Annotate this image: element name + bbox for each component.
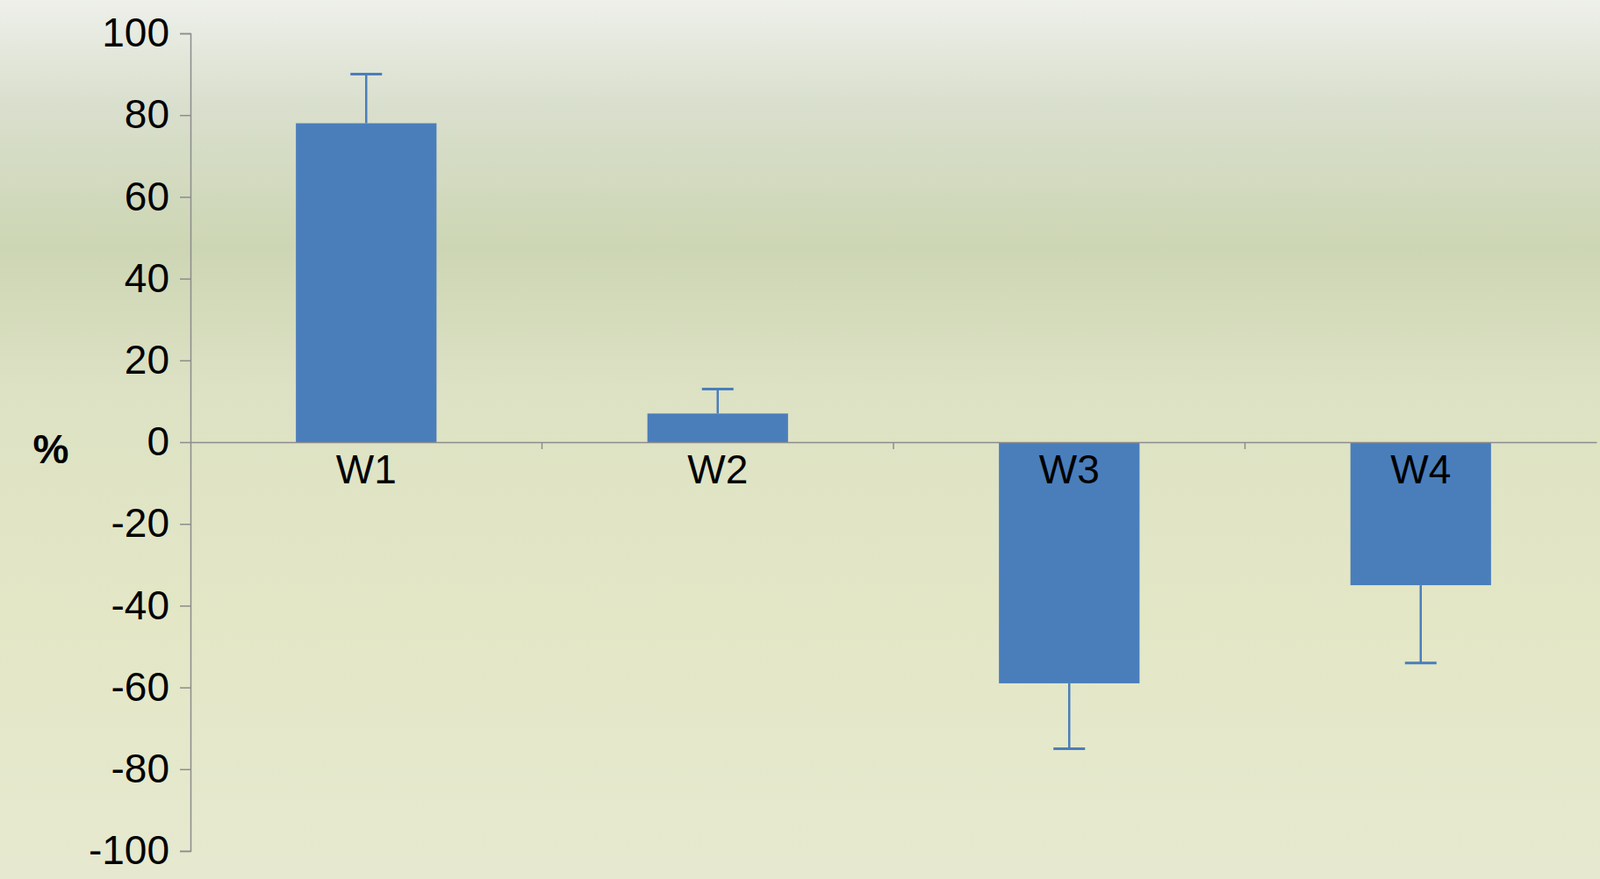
- y-tick-label: -60: [111, 664, 170, 711]
- y-tick-label: 20: [124, 337, 170, 383]
- error-line: [365, 74, 368, 124]
- y-tick-label: 80: [124, 91, 170, 137]
- y-tick-mark: [179, 769, 191, 772]
- y-axis-line: [179, 34, 192, 853]
- y-tick-mark: [179, 114, 191, 117]
- error-line: [717, 388, 720, 414]
- error-cap: [702, 387, 734, 391]
- x-tick: W1: [336, 446, 397, 493]
- y-tick: -20: [111, 500, 191, 546]
- error-cap: [1053, 747, 1085, 751]
- x-tick: W4: [1390, 446, 1451, 493]
- y-tick-mark: [179, 442, 191, 445]
- y-tick: 100: [101, 9, 191, 56]
- x-separator: [1244, 442, 1247, 450]
- y-tick: -80: [111, 746, 191, 792]
- x-tick-label: W4: [1390, 446, 1451, 493]
- y-tick-mark: [179, 851, 191, 854]
- bar: [998, 442, 1140, 684]
- y-tick-mark: [179, 196, 191, 199]
- y-tick-label: 100: [101, 9, 170, 56]
- x-tick: W3: [1039, 446, 1100, 493]
- y-tick: -60: [111, 664, 191, 711]
- y-tick-label: -80: [111, 746, 170, 792]
- x-axis: W1 W2 W3 W4: [191, 442, 1598, 493]
- x-separator: [541, 442, 544, 450]
- y-tick: 20: [124, 337, 191, 383]
- error-bar: [350, 74, 382, 124]
- y-tick-label: -20: [111, 500, 170, 546]
- y-tick-mark: [179, 33, 191, 36]
- y-axis-title: %: [33, 426, 70, 473]
- error-line: [1068, 683, 1071, 750]
- y-tick-mark: [179, 523, 191, 526]
- y-tick: 80: [124, 91, 191, 137]
- y-tick-mark: [179, 687, 191, 689]
- plot-area: [295, 74, 1492, 750]
- y-tick-mark: [179, 278, 191, 280]
- x-tick-label: W1: [336, 446, 397, 493]
- y-tick: 0: [146, 418, 191, 465]
- chart: -100 -80 -60 -40 -20 0 20 40 60 80 100 W1 W2 W3 W4%: [0, 0, 1600, 879]
- error-bar: [1053, 683, 1085, 750]
- x-separator: [892, 442, 895, 450]
- y-tick-label: 0: [146, 418, 170, 465]
- y-tick: -100: [88, 827, 191, 874]
- error-bar: [1405, 585, 1437, 664]
- y-tick-label: 60: [124, 173, 170, 220]
- y-tick-label: 40: [124, 255, 170, 302]
- x-tick-label: W2: [687, 446, 748, 493]
- y-tick-mark: [179, 605, 191, 608]
- bar: [1350, 442, 1492, 586]
- background: [0, 0, 1600, 879]
- error-line: [1420, 585, 1423, 664]
- y-tick-label: -100: [88, 827, 170, 874]
- y-tick: 40: [124, 255, 191, 302]
- y-tick: -40: [111, 582, 191, 629]
- y-tick-mark: [179, 360, 191, 363]
- error-cap: [350, 72, 382, 76]
- x-tick: W2: [687, 446, 748, 493]
- error-bar: [702, 388, 734, 414]
- bar: [295, 123, 437, 443]
- y-tick-label: -40: [111, 582, 170, 629]
- y-axis: -100 -80 -60 -40 -20 0 20 40 60 80 100: [88, 9, 192, 874]
- error-cap: [1405, 661, 1437, 665]
- y-tick: 60: [124, 173, 191, 220]
- x-tick-label: W3: [1039, 446, 1100, 493]
- bar: [647, 413, 789, 443]
